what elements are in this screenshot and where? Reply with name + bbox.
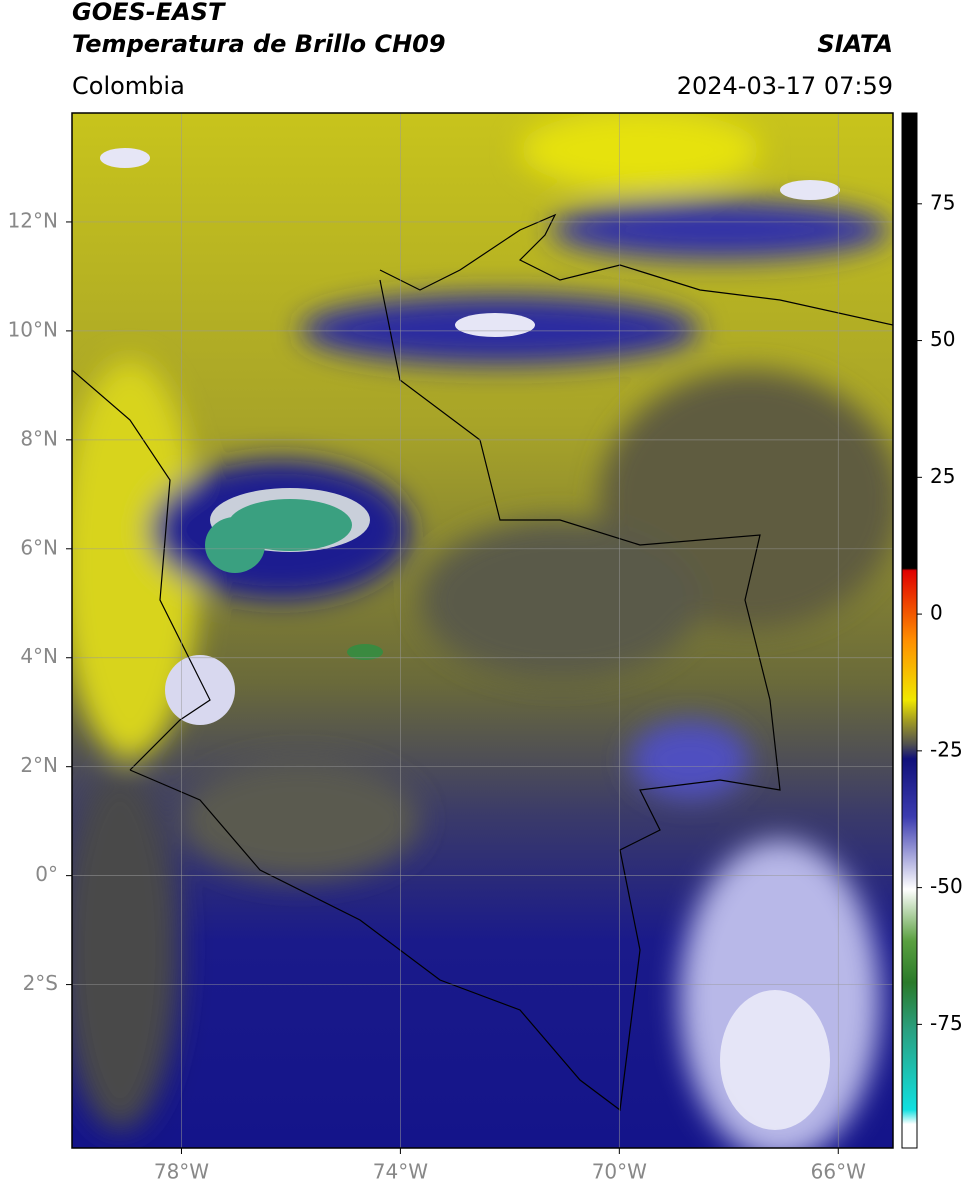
- title: GOES-EAST: [72, 0, 226, 26]
- y-tick-label: 2°S: [23, 971, 58, 995]
- x-tick-label: 74°W: [373, 1160, 428, 1184]
- colorbar-label: -25: [930, 737, 963, 761]
- x-tick-label: 70°W: [592, 1160, 647, 1184]
- colorbar-label: -75: [930, 1011, 963, 1035]
- y-tick-label: 2°N: [20, 753, 58, 777]
- x-tick-label: 66°W: [811, 1160, 866, 1184]
- colorbar-label: 0: [930, 601, 943, 625]
- subtitle: Temperatura de Brillo CH09: [72, 30, 446, 58]
- x-tick-label: 78°W: [154, 1160, 209, 1184]
- colorbar: [901, 112, 918, 1149]
- y-tick-label: 0°: [35, 862, 58, 886]
- timestamp: 2024-03-17 07:59: [677, 72, 893, 100]
- colorbar-label: 50: [930, 327, 955, 351]
- y-tick-label: 10°N: [8, 317, 58, 341]
- colorbar-label: 25: [930, 464, 955, 488]
- y-tick-label: 6°N: [20, 535, 58, 559]
- source: SIATA: [817, 30, 893, 58]
- map-frame: [71, 112, 894, 1149]
- y-tick-label: 4°N: [20, 644, 58, 668]
- colorbar-label: -50: [930, 874, 963, 898]
- y-tick-label: 8°N: [20, 426, 58, 450]
- satellite-image: [72, 113, 893, 1148]
- region: Colombia: [72, 72, 185, 100]
- y-tick-label: 12°N: [8, 208, 58, 232]
- colorbar-label: 75: [930, 190, 955, 214]
